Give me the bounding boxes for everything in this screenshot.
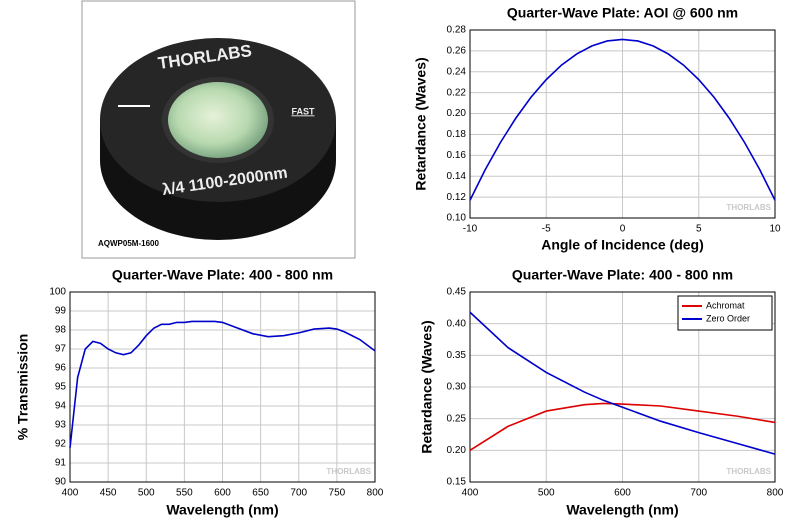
chart-title: Quarter-Wave Plate: 400 - 800 nm [512,267,733,283]
x-tick-label: 0 [620,224,626,235]
watermark: THORLABS [327,467,372,476]
chart-title: Quarter-Wave Plate: 400 - 800 nm [112,267,333,283]
data-line [69,320,376,448]
x-tick-label: 800 [367,488,384,499]
y-tick-label: 0.18 [447,129,467,140]
glass [168,82,268,158]
x-axis-label: Angle of Incidence (deg) [541,237,704,253]
y-tick-label: 0.35 [447,350,467,361]
x-tick-label: 400 [462,488,479,499]
y-tick-label: 0.30 [447,382,467,393]
y-tick-label: 100 [49,287,66,298]
watermark: THORLABS [727,467,772,476]
legend: Achromat Zero Order [677,295,773,331]
y-tick-label: 92 [55,439,67,450]
x-tick-label: 450 [100,488,117,499]
plot-frame [469,291,776,483]
part-number: AQWP05M-1600 [98,239,159,248]
y-tick-label: 91 [55,458,67,469]
axis-mark: FAST [291,106,315,116]
x-tick-label: 400 [62,488,79,499]
x-tick-label: -5 [542,224,551,235]
product-photo: THORLABS λ/4 1100-2000nm FAST AQWP05M-16… [81,0,356,259]
y-tick-label: 0.26 [447,46,467,57]
y-tick-label: 94 [55,401,67,412]
y-tick-label: 0.40 [447,318,467,329]
x-tick-label: 750 [329,488,346,499]
x-tick-label: 500 [138,488,155,499]
y-axis-label: Retardance (Waves) [419,320,435,453]
data-line [469,38,776,201]
y-tick-label: 0.22 [447,87,467,98]
y-tick-label: 96 [55,363,67,374]
y-tick-label: 0.16 [447,150,467,161]
legend-label: Zero Order [706,313,750,323]
x-tick-label: 600 [214,488,231,499]
y-tick-label: 0.28 [447,25,467,36]
y-tick-label: 95 [55,382,67,393]
legend-label: Achromat [706,300,745,310]
y-axis-label: Retardance (Waves) [413,57,429,190]
x-tick-label: 700 [290,488,307,499]
y-tick-label: 0.24 [447,66,467,77]
x-axis-label: Wavelength (nm) [566,502,678,518]
y-tick-label: 0.12 [447,192,467,203]
plot-frame [469,29,776,219]
y-tick-label: 0.20 [447,445,467,456]
x-tick-label: 5 [696,224,702,235]
x-tick-label: 700 [690,488,707,499]
y-tick-label: 0.14 [447,171,467,182]
data-line [469,311,776,455]
x-tick-label: 600 [614,488,631,499]
y-tick-label: 0.25 [447,413,467,424]
y-tick-label: 90 [55,477,67,488]
watermark: THORLABS [727,203,772,212]
y-tick-label: 99 [55,306,67,317]
y-tick-label: 97 [55,344,67,355]
x-axis-label: Wavelength (nm) [166,502,278,518]
x-tick-label: 550 [176,488,193,499]
y-axis-label: % Transmission [15,334,31,441]
x-tick-label: 10 [769,224,781,235]
y-tick-label: 93 [55,420,67,431]
chart-title: Quarter-Wave Plate: AOI @ 600 nm [507,5,738,21]
legend-box [677,295,773,331]
y-tick-label: 0.15 [447,477,467,488]
y-tick-label: 98 [55,325,67,336]
x-tick-label: 500 [538,488,555,499]
y-tick-label: 0.10 [447,213,467,224]
y-tick-label: 0.45 [447,287,467,298]
x-tick-label: 650 [252,488,269,499]
y-tick-label: 0.20 [447,108,467,119]
plot-frame [69,291,376,483]
x-tick-label: 800 [767,488,784,499]
x-tick-label: -10 [463,224,478,235]
